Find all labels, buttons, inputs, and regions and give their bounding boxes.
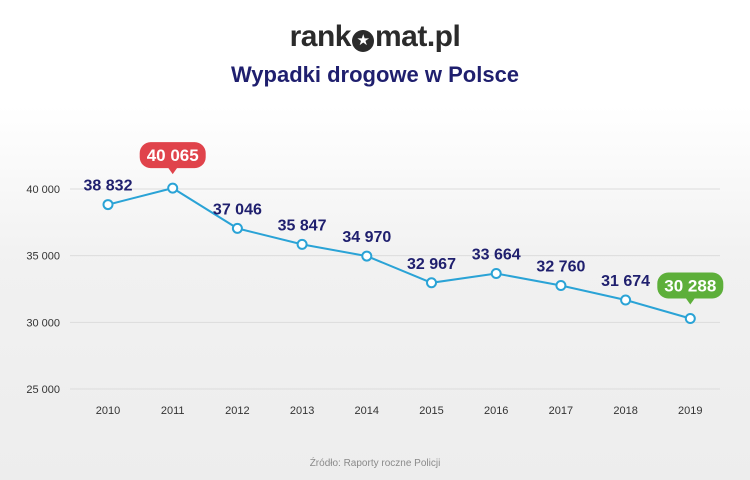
y-tick-label: 35 000	[26, 251, 60, 263]
x-tick-label: 2010	[96, 405, 120, 417]
x-tick-label: 2012	[225, 405, 249, 417]
data-point	[231, 222, 243, 234]
data-label: 38 832	[84, 178, 133, 195]
data-point	[684, 312, 696, 324]
source-note: Źródło: Raporty roczne Policji	[309, 458, 441, 469]
x-tick-label: 2018	[613, 405, 637, 417]
highlight-badge	[139, 142, 206, 169]
data-label: 35 847	[278, 217, 327, 234]
data-label: 32 967	[407, 256, 456, 273]
data-label: 30 288	[664, 276, 716, 295]
data-point	[620, 294, 632, 306]
logo: rank ★ mat.pl	[0, 20, 750, 54]
data-point	[361, 250, 373, 262]
chart-title: Wypadki drogowe w Polsce	[230, 62, 520, 87]
x-tick-label: 2019	[678, 405, 702, 417]
data-label: 37 046	[213, 201, 262, 218]
x-tick-label: 2013	[290, 405, 314, 417]
logo-text-right: mat.pl	[375, 20, 461, 53]
data-point	[167, 182, 179, 194]
x-tick-label: 2014	[355, 405, 379, 417]
data-label: 31 674	[601, 273, 650, 290]
x-tick-label: 2011	[161, 405, 185, 417]
data-point	[296, 238, 308, 250]
series-line	[107, 187, 691, 320]
data-point	[555, 280, 567, 292]
y-tick-label: 30 000	[26, 317, 60, 329]
logo-star-icon: ★	[352, 30, 374, 52]
y-tick-label: 40 000	[26, 184, 60, 196]
logo-text-left: rank	[289, 20, 352, 53]
highlight-badge-pointer	[167, 167, 178, 175]
x-tick-label: 2016	[484, 405, 508, 417]
data-label: 40 065	[147, 146, 199, 165]
data-point	[490, 267, 502, 279]
x-tick-label: 2015	[419, 405, 443, 417]
data-point	[426, 277, 437, 289]
data-label: 33 664	[472, 246, 521, 263]
data-label: 32 760	[536, 259, 585, 276]
data-point	[102, 199, 114, 211]
highlight-badge-pointer	[685, 297, 696, 305]
data-label: 34 970	[342, 229, 391, 246]
y-tick-label: 25 000	[26, 384, 60, 396]
x-tick-label: 2017	[549, 405, 573, 417]
highlight-badge	[657, 272, 724, 299]
